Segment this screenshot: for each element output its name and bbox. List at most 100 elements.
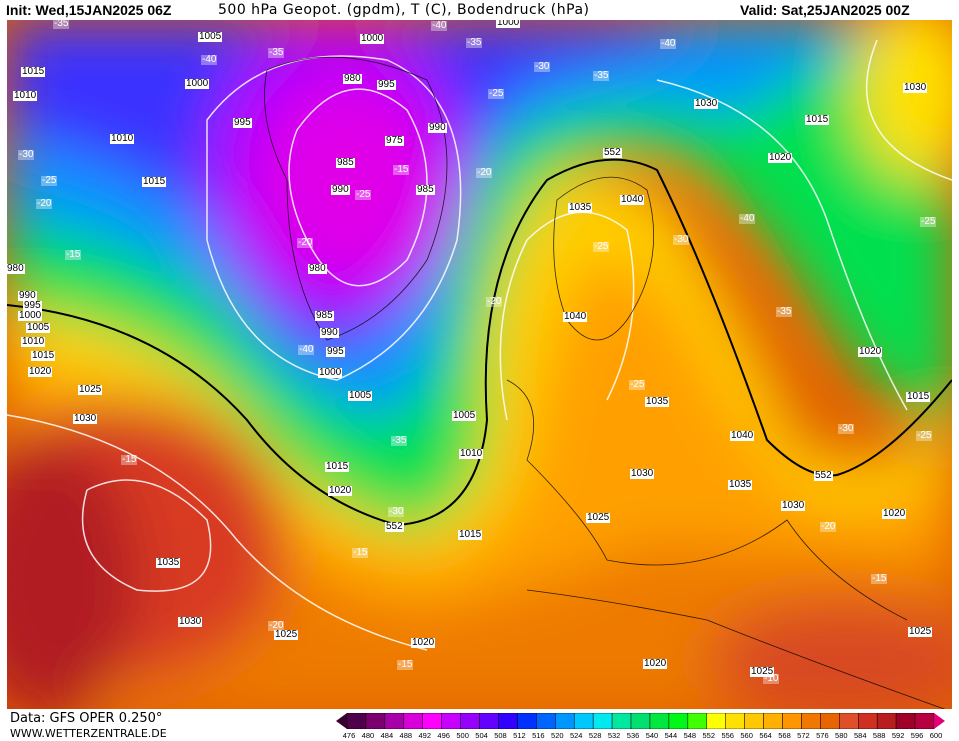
geopotential-field [7,20,952,709]
colorbar-tick: 492 [418,731,431,740]
pressure-label: 1025 [78,384,103,395]
temperature-label: -20 [297,237,314,248]
pressure-label: 1000 [318,367,343,378]
pressure-label: 980 [343,73,362,84]
colorbar-tick: 548 [683,731,697,740]
colorbar-tick: 576 [816,731,829,740]
colorbar-tick: 580 [835,731,848,740]
pressure-label: 990 [331,184,350,195]
temperature-label: -40 [660,38,677,49]
pressure-label: 995 [23,300,42,311]
colorbar-swatch [744,713,764,729]
pressure-label: 1020 [768,152,793,163]
colorbar-swatch [801,713,821,729]
temperature-label: -40 [431,20,448,31]
pressure-label: 1025 [274,629,299,640]
pressure-label: 1020 [328,485,353,496]
colorbar-swatch [365,713,386,729]
colorbar-swatch [839,713,859,729]
temperature-label: -30 [838,423,855,434]
colorbar-tick: 480 [361,731,375,740]
pressure-label: 995 [326,346,345,357]
coastlines [264,56,946,709]
colorbar-tick: 524 [569,731,583,740]
colorbar-tick: 560 [740,731,753,740]
pressure-label: 1020 [411,637,436,648]
temperature-label: -20 [820,521,837,532]
temperature-label: -30 [388,506,405,517]
colorbar-swatch [668,713,689,729]
colorbar-arrow-low [336,713,347,729]
colorbar-tick: 504 [475,731,488,740]
website: WWW.WETTERZENTRALE.DE [10,727,167,740]
colorbar-tick: 484 [380,731,394,740]
pressure-label: 1025 [750,666,775,677]
pressure-label: 1035 [156,557,181,568]
colorbar-swatch [782,713,802,729]
colorbar-tick: 568 [778,731,791,740]
colorbar-swatch [536,713,556,729]
colorbar-tick: 516 [532,731,545,740]
pressure-label: 1030 [694,98,719,109]
colorbar-swatch [725,713,745,729]
colorbar-swatch [517,713,537,729]
pressure-label: 1015 [805,114,830,125]
pressure-label: 1015 [21,66,46,77]
pressure-label: 552 [385,521,404,532]
pressure-label: 975 [385,135,404,146]
pressure-label: 1030 [178,616,203,627]
pressure-label: 1005 [452,410,477,421]
552-contour [7,158,952,527]
pressure-label: 1025 [908,626,933,637]
colorbar-swatch [384,713,405,729]
map-title: 500 hPa Geopot. (gpdm), T (C), Bodendruc… [218,2,590,18]
pressure-label: 552 [603,147,622,158]
colorbar [336,713,945,729]
colorbar-tick: 496 [437,731,450,740]
colorbar-swatch [914,713,935,729]
pressure-label: 1015 [31,350,56,361]
temperature-label: -35 [268,47,285,58]
colorbar-swatch [611,713,632,729]
temperature-label: -20 [476,167,493,178]
pressure-label: 1040 [730,430,755,441]
temperature-label: -15 [121,454,138,465]
temperature-label: -15 [397,659,414,670]
colorbar-arrow-high [934,713,945,729]
colorbar-ticks: 476 480 484 488 492 496 500 504 508 512 516 520 524 5… [342,731,945,741]
temperature-label: -40 [298,344,315,355]
pressure-label: 1005 [198,31,223,42]
data-source: Data: GFS OPER 0.250° [10,711,163,726]
colorbar-swatch [441,713,461,729]
colorbar-tick: 532 [607,731,621,740]
pressure-label: 985 [336,157,355,168]
colorbar-tick: 536 [626,731,640,740]
pressure-label: 1020 [882,508,907,519]
temperature-label: -25 [920,216,937,227]
pressure-label: 1015 [458,529,483,540]
pressure-label: 980 [308,263,327,274]
pressure-label: 1020 [643,658,668,669]
colorbar-tick: 508 [494,731,507,740]
colorbar-swatch [498,713,518,729]
colorbar-tick: 588 [872,731,886,740]
temperature-label: -35 [466,37,483,48]
temperature-label: -20 [36,198,53,209]
colorbar-swatch [592,713,613,729]
pressure-label: 990 [320,327,339,338]
colorbar-tick: 556 [721,731,734,740]
colorbar-tick: 476 [342,731,356,740]
colorbar-tick: 488 [399,731,413,740]
colorbar-swatch [346,713,367,729]
colorbar-tick: 544 [664,731,678,740]
temperature-label: -35 [593,70,610,81]
pressure-label: 1000 [496,20,521,28]
colorbar-tick: 596 [910,731,924,740]
temperature-label: -30 [18,149,35,160]
temperature-label: -25 [41,175,58,186]
colorbar-swatch [573,713,594,729]
colorbar-tick: 572 [797,731,810,740]
temperature-label: -20 [486,296,503,307]
colorbar-swatch [479,713,499,729]
pressure-label: 1010 [110,133,135,144]
